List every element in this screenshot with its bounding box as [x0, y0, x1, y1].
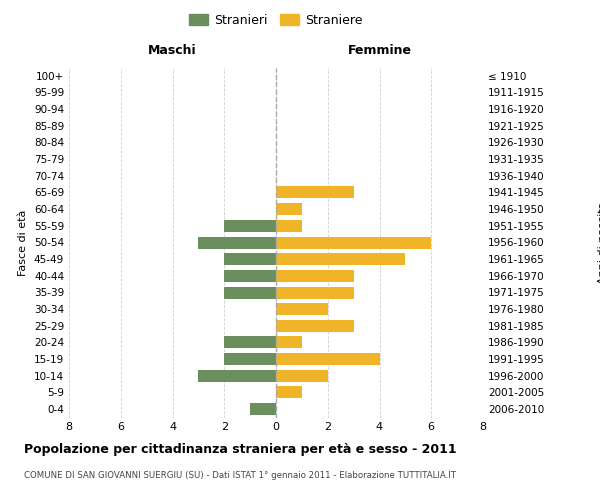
Bar — [224, 220, 276, 232]
Bar — [224, 336, 276, 348]
Bar — [224, 270, 276, 282]
Bar — [276, 303, 328, 315]
Legend: Stranieri, Straniere: Stranieri, Straniere — [184, 8, 368, 32]
Text: Maschi: Maschi — [148, 44, 197, 58]
Bar — [276, 353, 380, 365]
Bar — [276, 253, 406, 265]
Bar — [276, 186, 353, 198]
Text: COMUNE DI SAN GIOVANNI SUERGIU (SU) - Dati ISTAT 1° gennaio 2011 - Elaborazione : COMUNE DI SAN GIOVANNI SUERGIU (SU) - Da… — [24, 471, 456, 480]
Bar — [276, 386, 302, 398]
Bar — [250, 403, 276, 415]
Text: Femmine: Femmine — [347, 44, 412, 58]
Bar — [276, 286, 353, 298]
Bar — [224, 253, 276, 265]
Bar — [224, 286, 276, 298]
Bar — [276, 336, 302, 348]
Text: Popolazione per cittadinanza straniera per età e sesso - 2011: Popolazione per cittadinanza straniera p… — [24, 442, 457, 456]
Bar — [276, 370, 328, 382]
Bar — [276, 236, 431, 248]
Bar — [276, 270, 353, 282]
Bar — [199, 236, 276, 248]
Bar — [276, 320, 353, 332]
Y-axis label: Anni di nascita: Anni di nascita — [598, 201, 600, 283]
Y-axis label: Fasce di età: Fasce di età — [19, 210, 28, 276]
Bar — [276, 203, 302, 215]
Bar — [199, 370, 276, 382]
Bar — [224, 353, 276, 365]
Bar — [276, 220, 302, 232]
